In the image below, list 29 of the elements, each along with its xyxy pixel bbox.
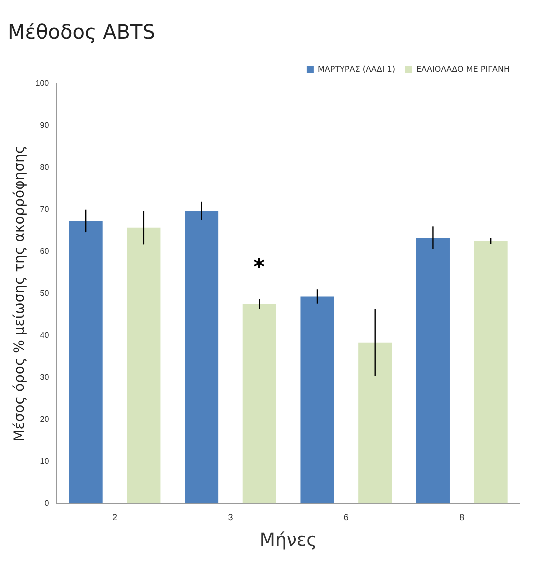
y-axis-title: Μέσος όρος % μείωσης της ακορρόφησης bbox=[12, 146, 28, 442]
y-tick-label: 30 bbox=[40, 372, 50, 382]
chart-title: Μέθοδος ABTS bbox=[8, 20, 156, 44]
y-tick-label: 0 bbox=[44, 498, 50, 508]
y-tick-label: 90 bbox=[40, 121, 50, 130]
x-tick-label: 3 bbox=[228, 512, 234, 522]
x-axis-title: Μήνες bbox=[260, 530, 318, 551]
bar bbox=[242, 304, 276, 504]
bar bbox=[69, 221, 103, 504]
x-tick-label: 2 bbox=[112, 512, 118, 522]
y-tick-label: 60 bbox=[40, 247, 50, 256]
bar bbox=[474, 241, 508, 504]
annotation: * bbox=[254, 255, 266, 280]
y-tick-label: 80 bbox=[40, 163, 50, 172]
x-tick-label: 8 bbox=[460, 512, 465, 522]
bar bbox=[185, 211, 219, 504]
y-tick-label: 40 bbox=[40, 330, 50, 340]
y-tick-label: 50 bbox=[40, 289, 50, 298]
y-tick-label: 20 bbox=[40, 414, 50, 424]
x-tick-label: 6 bbox=[344, 512, 349, 522]
y-tick-label: 100 bbox=[36, 79, 50, 88]
y-tick-label: 70 bbox=[40, 205, 50, 214]
y-tick-label: 10 bbox=[40, 456, 50, 466]
legend-label: ΕΛΑΙΟΛΑΔΟ ΜΕ ΡΙΓΑΝΗ bbox=[416, 65, 510, 74]
bar bbox=[300, 296, 334, 504]
bar bbox=[127, 228, 161, 504]
bar bbox=[358, 342, 392, 504]
bar bbox=[416, 238, 450, 504]
legend-label: ΜΑΡΤΥΡΑΣ (ΛΑΔΙ 1) bbox=[318, 65, 396, 74]
